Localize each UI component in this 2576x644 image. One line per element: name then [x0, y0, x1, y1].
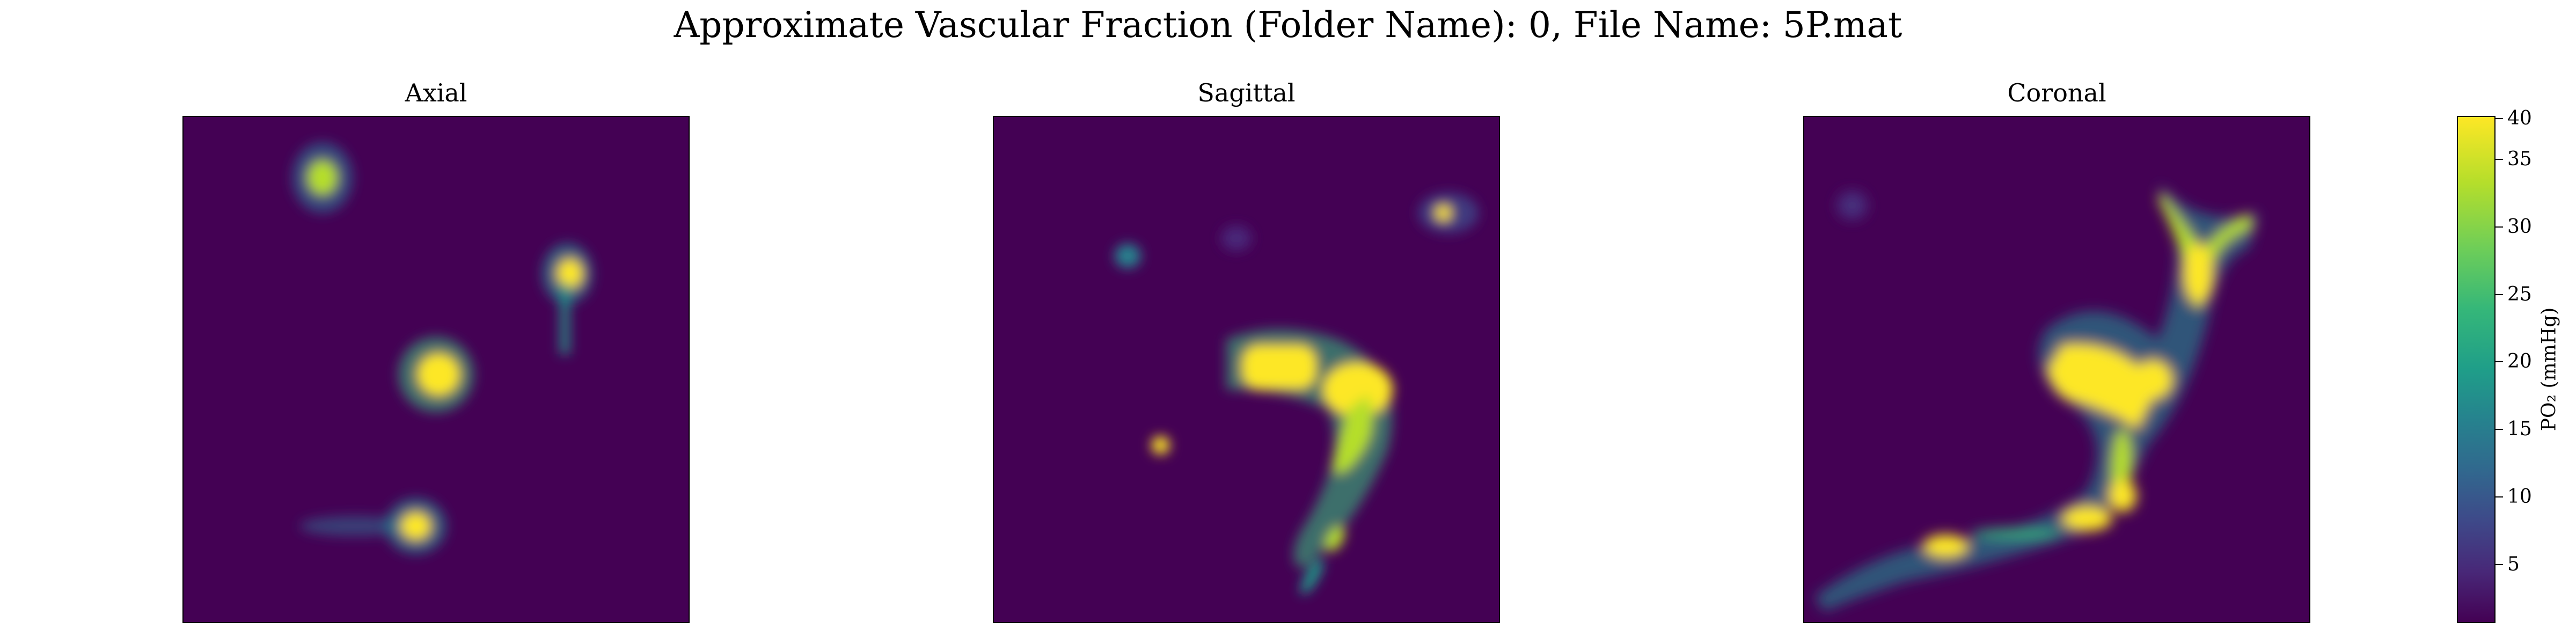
colorbar-tick-label: 35: [2507, 148, 2532, 170]
colorbar-tick-label: 30: [2507, 216, 2532, 238]
colorbar-tick-label: 10: [2507, 486, 2532, 508]
sagittal-spot-2: [1221, 225, 1252, 251]
sagittal-tail: [1300, 559, 1324, 595]
coronal-lower-right: [2108, 479, 2137, 512]
coronal-mid-right: [2132, 359, 2173, 400]
colorbar-tick: [2496, 564, 2503, 565]
colorbar-tick-label: 40: [2507, 107, 2532, 129]
colorbar-tick: [2496, 429, 2503, 430]
coronal-image: [1814, 182, 2259, 612]
coronal-main-vessel: [2046, 343, 2163, 430]
sagittal-spot-1: [1114, 244, 1141, 268]
axial-tail-4: [299, 516, 411, 537]
coronal-spot: [1837, 191, 1868, 220]
sagittal-heatmap: [993, 116, 1500, 623]
sagittal-panel-title: Sagittal: [1197, 78, 1296, 107]
coronal-lower-mid: [2061, 506, 2113, 531]
colorbar-tick-label: 15: [2507, 418, 2532, 440]
sagittal-vessel-1: [1435, 204, 1452, 221]
colorbar: [2457, 116, 2496, 623]
coronal-panel-title: Coronal: [2007, 78, 2106, 107]
axial-vessel-3: [416, 353, 460, 397]
colorbar-tick: [2496, 361, 2503, 362]
sagittal-arm-1: [1241, 344, 1318, 390]
colorbar-tick: [2496, 496, 2503, 497]
sagittal-arm-2: [1322, 362, 1393, 418]
sagittal-image: [1114, 193, 1479, 595]
axial-vessel-2: [557, 258, 583, 289]
colorbar-tick: [2496, 118, 2503, 119]
figure-title: Approximate Vascular Fraction (Folder Na…: [674, 4, 1902, 46]
coronal-link: [1971, 528, 2062, 540]
axial-tail-2: [560, 283, 570, 355]
colorbar-tick: [2496, 159, 2503, 160]
colorbar-tick: [2496, 226, 2503, 228]
colorbar-tick-label: 25: [2507, 283, 2532, 305]
coronal-branch-halo: [1814, 182, 2259, 612]
axial-image: [292, 142, 593, 554]
sagittal-arm-4: [1324, 525, 1345, 552]
colorbar-label: PO₂ (mmHg): [2538, 307, 2560, 431]
sagittal-arm-3: [1332, 394, 1373, 474]
axial-heatmap: [182, 116, 690, 623]
colorbar-tick-label: 5: [2507, 553, 2520, 575]
colorbar-tick-label: 20: [2507, 350, 2532, 372]
axial-vessel-4: [400, 511, 431, 540]
sagittal-vessel-2: [1151, 436, 1170, 455]
coronal-lower-left: [1923, 535, 1968, 558]
coronal-upper-trunk: [2183, 243, 2214, 304]
axial-vessel-1: [307, 159, 338, 195]
coronal-heatmap: [1803, 116, 2310, 623]
coronal-stem: [2110, 430, 2133, 491]
colorbar-tick: [2496, 294, 2503, 295]
axial-panel-title: Axial: [405, 78, 467, 107]
